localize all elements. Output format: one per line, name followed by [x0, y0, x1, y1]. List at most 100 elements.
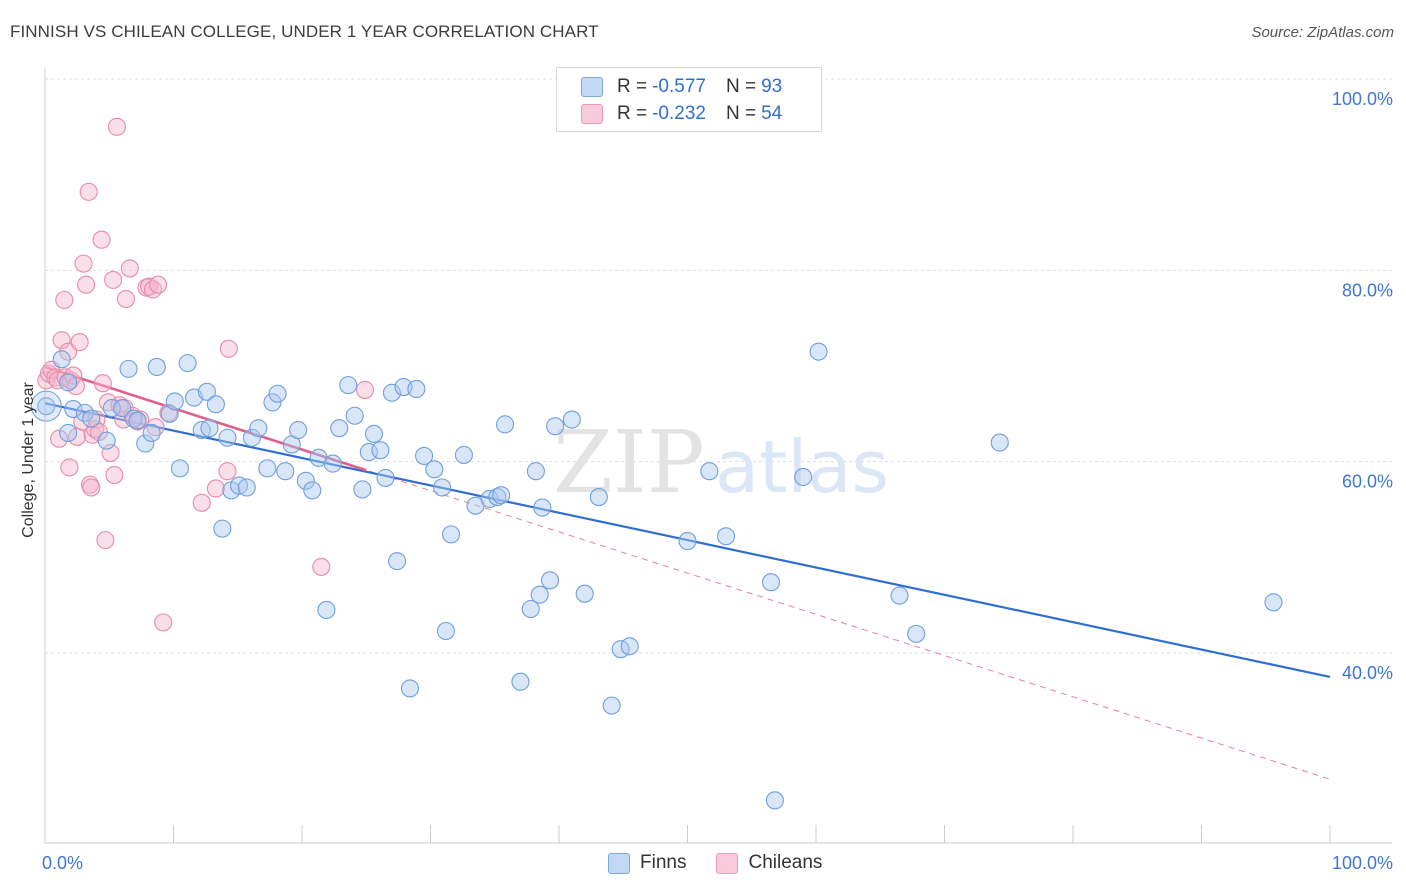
chileans-point-6 — [52, 331, 71, 350]
chileans-point-44 — [143, 280, 162, 299]
finns-point-9 — [113, 399, 132, 418]
chileans-points — [37, 117, 375, 632]
finns-point-34 — [268, 384, 287, 403]
chileans-point-19 — [79, 182, 98, 201]
finns-n-label: N = — [725, 76, 757, 97]
finns-point-30 — [242, 428, 261, 447]
y-tick-label-1: 80.0% — [1342, 280, 1393, 300]
watermark-atlas: atlas — [715, 425, 889, 509]
chileans-point-50 — [206, 479, 225, 498]
finns-point-44 — [339, 376, 358, 395]
finns-point-80 — [678, 532, 697, 551]
finns-point-60 — [436, 621, 455, 641]
chileans-trend-line — [44, 365, 367, 472]
chileans-point-49 — [192, 493, 211, 512]
axes — [44, 68, 1392, 844]
finns-point-63 — [480, 489, 499, 509]
finns-point-50 — [376, 468, 395, 487]
finns-point-6 — [82, 409, 101, 428]
finns-trend-line — [44, 402, 1331, 678]
finns-point-88 — [907, 624, 926, 643]
y-tick-label-2: 60.0% — [1342, 472, 1393, 492]
finns-point-67 — [511, 672, 530, 691]
finns-point-66 — [495, 415, 515, 434]
y-tick-label-3: 40.0% — [1342, 663, 1393, 683]
finns-point-56 — [415, 446, 434, 465]
chileans-point-27 — [93, 374, 112, 393]
finns-point-37 — [289, 421, 308, 440]
finns-point-79 — [620, 637, 639, 656]
finns-point-43 — [330, 419, 349, 438]
finns-point-17 — [165, 392, 184, 411]
finns-point-81 — [700, 462, 719, 481]
chileans-point-31 — [104, 270, 123, 289]
finns-point-24 — [206, 395, 225, 414]
chileans-point-46 — [149, 275, 168, 294]
chileans-point-35 — [107, 117, 127, 136]
finns-point-32 — [258, 459, 277, 478]
finns-point-14 — [142, 423, 161, 443]
bottom-chileans-swatch — [716, 852, 739, 874]
finns-point-71 — [533, 498, 552, 517]
finns-point-35 — [276, 462, 295, 481]
finns-point-45 — [345, 406, 364, 425]
legend-row-chileans: R = -0.232 N = 54 — [581, 101, 782, 127]
finns-point-90 — [1264, 593, 1283, 612]
chileans-n-label: N = — [725, 103, 757, 124]
chileans-point-7 — [55, 290, 74, 310]
finns-point-38 — [296, 471, 315, 490]
chileans-point-51 — [218, 462, 237, 481]
finns-n-value: 93 — [761, 76, 783, 97]
chileans-point-17 — [74, 254, 93, 273]
chileans-point-53 — [312, 557, 331, 576]
finns-point-19 — [178, 354, 197, 373]
finns-r-label: R = — [617, 76, 648, 97]
finns-point-26 — [218, 428, 237, 447]
finns-point-13 — [136, 434, 155, 453]
chileans-r-value: -0.232 — [652, 103, 706, 124]
finns-point-72 — [540, 571, 560, 590]
watermark: ZIP atlas — [553, 413, 889, 513]
chileans-point-15 — [70, 333, 89, 352]
finns-point-58 — [433, 478, 452, 497]
chileans-point-21 — [82, 478, 101, 497]
finns-point-33 — [263, 393, 282, 412]
finns-point-42 — [323, 454, 342, 473]
chileans-point-28 — [96, 531, 115, 550]
finns-point-25 — [213, 519, 232, 538]
finns-point-85 — [794, 467, 813, 487]
finns-point-22 — [197, 382, 216, 401]
bottom-legend: Finns Chileans — [608, 852, 852, 874]
finns-point-3 — [59, 423, 78, 443]
finns-point-77 — [602, 696, 621, 715]
finns-r-value: -0.577 — [652, 76, 706, 97]
chileans-point-11 — [61, 371, 80, 390]
finns-point-75 — [575, 584, 594, 603]
finns-point-54 — [400, 679, 419, 698]
trend-lines — [44, 365, 1331, 780]
finns-point-74 — [562, 410, 581, 429]
finns-point-21 — [192, 421, 211, 440]
source-label: Source: ZipAtlas.com — [1251, 24, 1394, 41]
gridlines — [45, 78, 1392, 654]
chileans-point-47 — [154, 613, 173, 632]
chileans-point-10 — [60, 458, 79, 477]
chileans-r-label: R = — [617, 103, 648, 124]
finns-point-73 — [546, 417, 565, 436]
finns-point-15 — [147, 357, 166, 377]
legend-row-finns: R = -0.577 N = 93 — [581, 74, 782, 100]
finns-point-89 — [990, 433, 1009, 452]
finns-point-69 — [526, 462, 545, 481]
finns-point-cluster — [30, 390, 62, 422]
finns-point-87 — [890, 586, 909, 605]
finns-point-86 — [809, 342, 828, 361]
finns-point-61 — [454, 445, 473, 465]
y-axis-label: College, Under 1 year — [20, 382, 37, 538]
finns-point-65 — [492, 486, 511, 505]
finns-point-68 — [521, 599, 540, 619]
finns-point-59 — [442, 525, 461, 544]
bottom-legend-finns: Finns — [608, 852, 686, 874]
finns-points — [30, 342, 1283, 810]
finns-point-82 — [716, 527, 736, 546]
finns-point-83 — [761, 573, 781, 592]
